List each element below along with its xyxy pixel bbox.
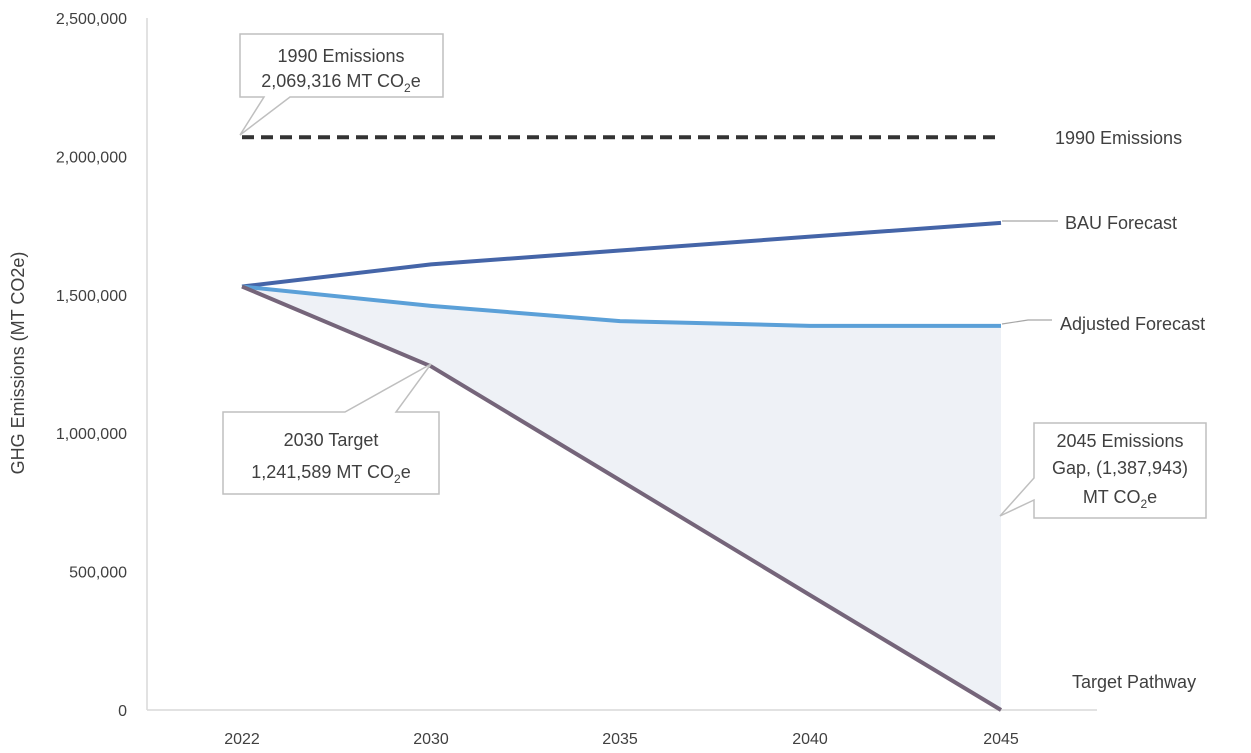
series-line-adjusted-forecast: [241, 284, 1001, 328]
callout-2045-gap: 2045 Emissions Gap, (1,387,943) MT CO2e: [999, 422, 1207, 519]
y-tick-label: 1,000,000: [56, 426, 127, 443]
callout-1990-emissions: 1990 Emissions 2,069,316 MT CO2e: [239, 33, 444, 136]
y-tick-label: 2,500,000: [56, 11, 127, 28]
y-axis-label: GHG Emissions (MT CO2e): [8, 252, 28, 475]
y-tick-label: 2,000,000: [56, 149, 127, 166]
series-label-1990: 1990 Emissions: [1055, 128, 1182, 148]
series-label-target: Target Pathway: [1072, 672, 1196, 692]
x-tick-label: 2030: [413, 731, 449, 748]
callout-1990-line2: 2,069,316 MT CO2e: [261, 71, 420, 95]
x-tick-label: 2022: [224, 731, 260, 748]
callout-1990-line1: 1990 Emissions: [277, 46, 404, 66]
series-label-adjusted: Adjusted Forecast: [1060, 314, 1205, 334]
x-tick-label: 2035: [602, 731, 638, 748]
callout-2030-line2: 1,241,589 MT CO2e: [251, 462, 410, 486]
series-line-bau-forecast: [241, 220, 1002, 289]
y-tick-labels: 0 500,000 1,000,000 1,500,000 2,000,000 2,500…: [56, 11, 127, 720]
emissions-gap-area: [242, 286, 1001, 710]
y-tick-label: 0: [118, 703, 127, 720]
x-tick-label: 2045: [983, 731, 1019, 748]
series-lines: [241, 135, 1003, 712]
y-tick-label: 500,000: [69, 565, 127, 582]
callout-2045-line3: MT CO2e: [1083, 487, 1157, 511]
x-tick-labels: 2022 2030 2035 2040 2045: [224, 731, 1019, 748]
callout-2045-line1: 2045 Emissions: [1056, 431, 1183, 451]
x-tick-label: 2040: [792, 731, 828, 748]
callout-2030-line1: 2030 Target: [284, 430, 379, 450]
callout-2030-target: 2030 Target 1,241,589 MT CO2e: [222, 363, 440, 495]
y-tick-label: 1,500,000: [56, 288, 127, 305]
leader-line-adjusted: [1001, 319, 1052, 325]
series-label-bau: BAU Forecast: [1065, 213, 1177, 233]
callout-2045-line2: Gap, (1,387,943): [1052, 458, 1188, 478]
series-line-target-pathway: [241, 284, 1003, 712]
